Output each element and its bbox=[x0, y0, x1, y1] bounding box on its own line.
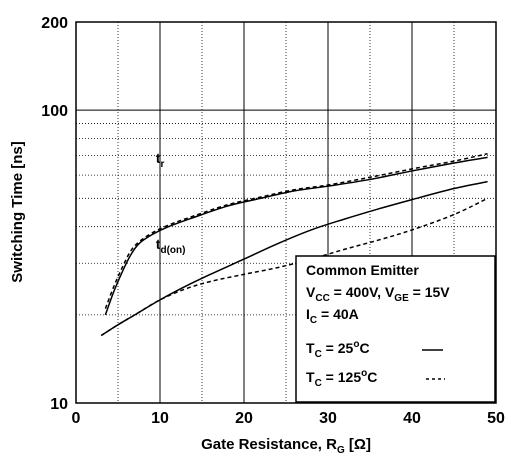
series-line-tr-25c bbox=[104, 156, 488, 316]
legend-entry-25c: TC = 25oC bbox=[306, 339, 370, 360]
x-tick-label: 10 bbox=[151, 410, 169, 427]
x-tick-label: 40 bbox=[403, 410, 421, 427]
x-axis-title: Gate Resistance, RG [Ω] bbox=[201, 436, 371, 456]
legend: Common Emitter VCC = 400V, VGE = 15V IC … bbox=[295, 255, 496, 403]
y-tick-label: 200 bbox=[41, 15, 68, 32]
series-label-td-on: td(on) bbox=[156, 236, 186, 256]
series-line-td-on-25c bbox=[100, 180, 488, 337]
y-tick-label: 10 bbox=[50, 396, 68, 413]
legend-title: Common Emitter bbox=[306, 262, 419, 278]
series-line-tr-125c bbox=[104, 152, 488, 309]
legend-entry-125c: TC = 125oC bbox=[306, 368, 377, 389]
y-tick-label: 100 bbox=[41, 103, 68, 120]
x-tick-label: 0 bbox=[72, 410, 81, 427]
x-tick-labels: 0 10 20 30 40 50 bbox=[72, 410, 505, 427]
y-axis-title: Switching Time [ns] bbox=[9, 141, 26, 282]
x-tick-label: 30 bbox=[319, 410, 337, 427]
y-tick-labels: 10 100 200 bbox=[41, 15, 68, 413]
series-label-tr: tr bbox=[156, 150, 165, 170]
legend-current-line: IC = 40A bbox=[306, 306, 359, 326]
x-tick-label: 50 bbox=[487, 410, 505, 427]
curves bbox=[100, 152, 488, 337]
plot-frame bbox=[75, 21, 497, 404]
legend-voltage-line: VCC = 400V, VGE = 15V bbox=[306, 284, 450, 304]
x-tick-label: 20 bbox=[235, 410, 253, 427]
legend-box bbox=[295, 255, 496, 403]
grid-lines bbox=[76, 22, 496, 403]
